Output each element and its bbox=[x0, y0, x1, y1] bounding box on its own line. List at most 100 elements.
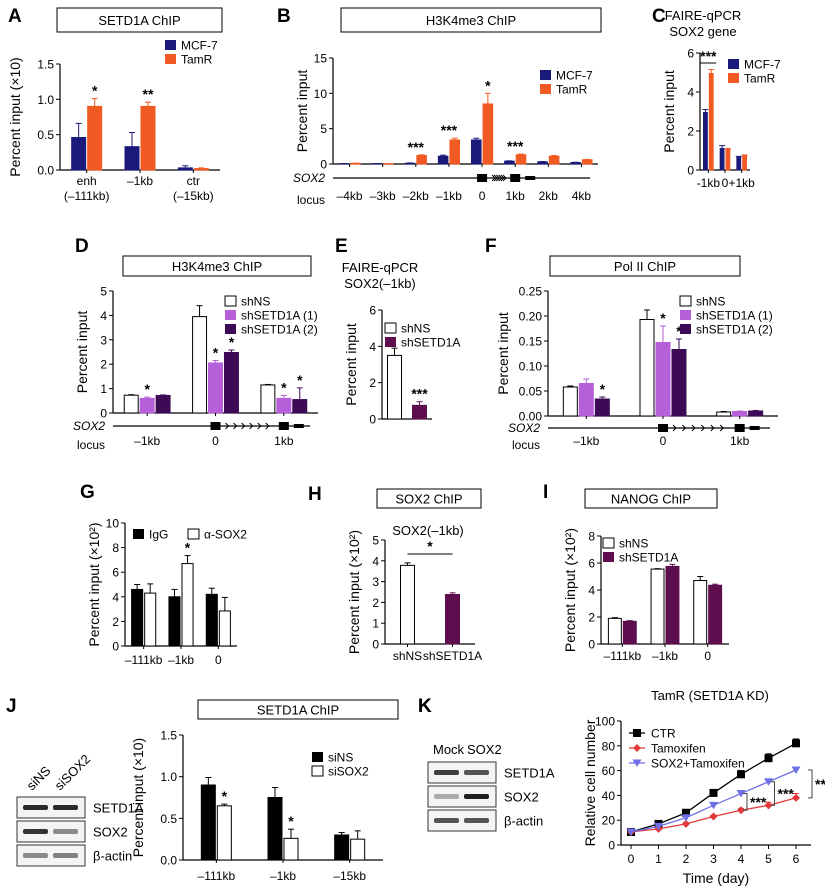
y-tick-label: 0.0 bbox=[160, 854, 177, 868]
legend-swatch bbox=[225, 324, 236, 334]
x-tick-label: –1kb bbox=[573, 434, 599, 448]
y-tick-label: 8 bbox=[112, 541, 119, 555]
intron-arrow-icon bbox=[233, 422, 238, 430]
y-tick-label: 100 bbox=[595, 715, 615, 729]
y-tick-label: 1 bbox=[372, 617, 379, 631]
bar bbox=[725, 149, 731, 171]
exon-1 bbox=[658, 424, 668, 432]
locus-label: locus bbox=[77, 438, 105, 452]
legend-swatch bbox=[680, 324, 691, 334]
legend-swatch bbox=[728, 73, 739, 83]
exon-1 bbox=[477, 174, 488, 182]
significance-label: * bbox=[485, 77, 491, 93]
legend-label: shSETD1A bbox=[619, 551, 678, 565]
y-axis-label: Percent input (×10) bbox=[7, 57, 23, 176]
y-tick-label: 0.20 bbox=[519, 310, 543, 324]
bar bbox=[594, 398, 610, 417]
legend-label: CTR bbox=[651, 727, 676, 741]
y-tick-label: 1.0 bbox=[37, 93, 54, 107]
x-tick-label: –1kb bbox=[134, 434, 160, 448]
legend-item: shNS bbox=[384, 322, 430, 336]
x-tick-label: –1kb bbox=[270, 869, 296, 883]
legend-item: MCF-7 bbox=[728, 58, 781, 72]
significance-bracket bbox=[808, 769, 813, 799]
panel-letter: K bbox=[418, 696, 432, 717]
bar bbox=[693, 580, 708, 645]
locus-gene-label: SOX2 bbox=[293, 171, 325, 185]
bar bbox=[283, 837, 299, 861]
utr bbox=[749, 426, 760, 430]
intron-arrow-icon bbox=[502, 174, 507, 182]
significance-label: * bbox=[213, 345, 219, 361]
x-tick-label: 2kb bbox=[539, 189, 559, 203]
y-tick-label: 0 bbox=[320, 158, 327, 172]
bar bbox=[449, 139, 461, 165]
bar bbox=[181, 563, 194, 647]
y-tick-label: 0.05 bbox=[519, 385, 543, 399]
x-tick-label: enh bbox=[77, 174, 97, 188]
x-tick-label: 3 bbox=[710, 852, 717, 866]
triangle-marker-icon bbox=[626, 828, 636, 836]
blot-strip bbox=[16, 796, 86, 819]
significance-bracket bbox=[770, 781, 775, 806]
legend-swatch bbox=[165, 54, 176, 64]
x-tick-label: ctr bbox=[187, 174, 200, 188]
legend-item: shNS bbox=[224, 295, 270, 309]
bar bbox=[639, 319, 655, 417]
panel-letter: D bbox=[75, 236, 89, 257]
y-tick-label: 6 bbox=[112, 566, 119, 580]
panel-i: I NANOG ChIP 0 2 4 6 8 Percent input (×10²) –111… bbox=[543, 482, 729, 663]
y-tick-label: 0 bbox=[687, 164, 694, 178]
legend-label: TamR bbox=[556, 83, 588, 97]
y-tick-label: 4 bbox=[369, 340, 376, 354]
bar bbox=[719, 148, 725, 171]
panel-title: SOX2 gene bbox=[669, 24, 736, 39]
bar bbox=[537, 161, 548, 165]
y-tick-label: 1 bbox=[100, 382, 107, 396]
bar bbox=[140, 105, 156, 171]
panel-letter: A bbox=[8, 6, 22, 27]
x-tick-label: 0 bbox=[704, 649, 711, 663]
bar bbox=[470, 139, 482, 165]
panel-title: Pol II ChIP bbox=[614, 259, 676, 274]
legend-label: Tamoxifen bbox=[651, 742, 706, 756]
x-tick-label: 1 bbox=[655, 852, 662, 866]
y-tick-label: 4 bbox=[687, 86, 694, 100]
legend-swatch bbox=[540, 84, 551, 94]
blot-band bbox=[464, 794, 489, 799]
legend-item: α-SOX2 bbox=[187, 528, 247, 542]
bar bbox=[482, 103, 494, 165]
panel-j: J SETD1A ChIP 0.0 0.5 1.0 1.5 Percent input (×… bbox=[6, 696, 399, 883]
legend-label: shSETD1A bbox=[401, 336, 460, 350]
x-tick-label: 0 bbox=[628, 852, 635, 866]
y-tick-label: 5 bbox=[372, 534, 379, 548]
chart-title: TamR (SETD1A KD) bbox=[651, 688, 769, 703]
intron-arrow-icon bbox=[672, 424, 677, 432]
intron-arrow-icon bbox=[491, 174, 496, 182]
x-tick-label: –111kb bbox=[198, 869, 236, 883]
y-tick-label: 10 bbox=[314, 87, 328, 101]
triangle-marker-icon bbox=[736, 790, 746, 798]
panel-letter: E bbox=[335, 236, 348, 257]
legend-item: shSETD1A bbox=[603, 551, 678, 565]
panel-title: SOX2 ChIP bbox=[395, 492, 462, 507]
legend-label: shNS bbox=[696, 295, 725, 309]
significance-label: * bbox=[660, 310, 666, 326]
significance-label: *** bbox=[408, 139, 425, 155]
significance-label: ** bbox=[143, 86, 154, 102]
exon-2 bbox=[510, 174, 521, 182]
y-tick-label: 3 bbox=[100, 333, 107, 347]
triangle-marker-icon bbox=[791, 766, 801, 774]
y-tick-label: 1.5 bbox=[160, 729, 177, 743]
bar bbox=[671, 349, 687, 417]
y-tick-label: 0.00 bbox=[519, 410, 543, 424]
y-axis-label: Percent input bbox=[74, 311, 90, 394]
y-tick-label: 20 bbox=[602, 814, 616, 828]
bar bbox=[412, 404, 427, 420]
y-tick-label: 4 bbox=[112, 590, 119, 604]
panel-title: SETD1A ChIP bbox=[257, 703, 339, 718]
legend-label: SOX2+Tamoxifen bbox=[651, 757, 745, 771]
legend-item: TamR bbox=[540, 83, 588, 97]
x-tick-label: –1kb bbox=[436, 189, 462, 203]
